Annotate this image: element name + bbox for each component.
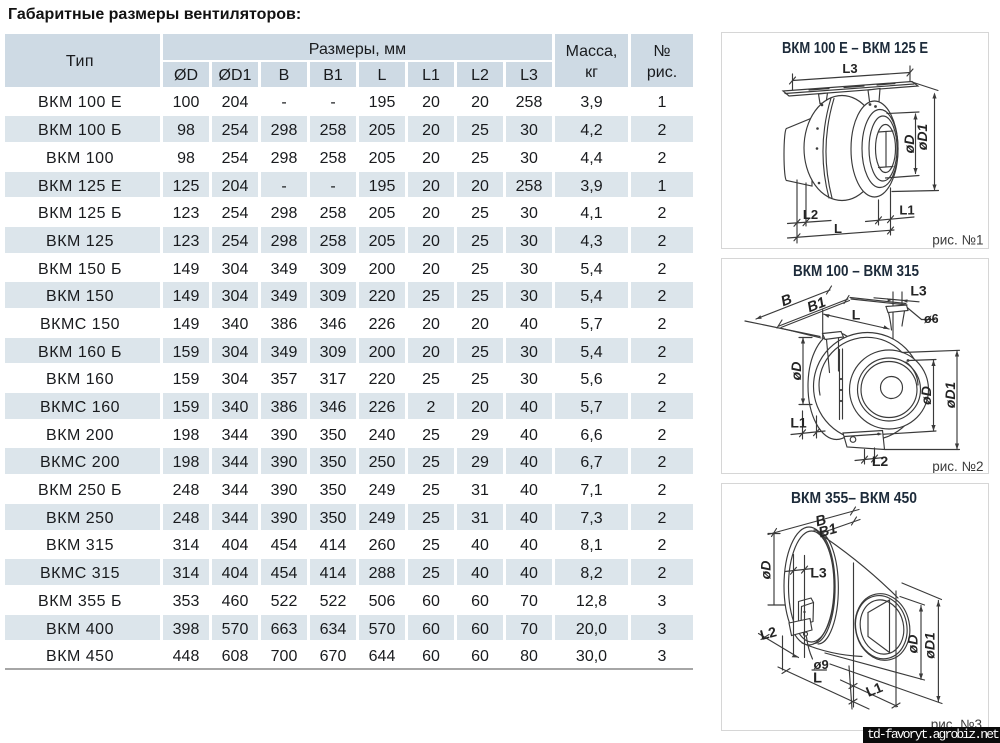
svg-text:øD1: øD1 — [922, 632, 938, 659]
svg-text:B: B — [814, 512, 828, 530]
svg-text:L3: L3 — [842, 61, 857, 76]
svg-text:B1: B1 — [805, 294, 828, 316]
svg-text:рис. №3: рис. №3 — [931, 717, 982, 730]
svg-text:L3: L3 — [810, 565, 827, 581]
svg-text:øD: øD — [918, 386, 934, 405]
svg-text:øD1: øD1 — [942, 382, 958, 409]
svg-text:L2: L2 — [803, 207, 818, 222]
svg-text:ВКМ 355– ВКМ 450: ВКМ 355– ВКМ 450 — [791, 490, 917, 507]
svg-text:рис. №2: рис. №2 — [932, 459, 983, 473]
svg-text:B1: B1 — [817, 521, 839, 541]
svg-text:øD: øD — [905, 635, 921, 654]
svg-text:L1: L1 — [864, 679, 885, 700]
svg-text:L3: L3 — [910, 283, 927, 299]
svg-text:B: B — [779, 291, 795, 310]
svg-text:øD: øD — [758, 561, 774, 580]
svg-text:L1: L1 — [899, 203, 914, 218]
svg-text:ø9: ø9 — [814, 657, 829, 672]
svg-text:ø6: ø6 — [924, 312, 939, 326]
svg-text:L1: L1 — [790, 415, 807, 431]
svg-text:ВКМ 100 – ВКМ 315: ВКМ 100 – ВКМ 315 — [793, 263, 919, 280]
svg-text:øD1: øD1 — [914, 124, 930, 151]
svg-text:L2: L2 — [758, 623, 778, 643]
svg-text:L: L — [834, 221, 842, 236]
svg-text:L2: L2 — [872, 453, 889, 469]
svg-text:L: L — [813, 671, 822, 687]
svg-text:ВКМ 100 Е – ВКМ 125 Е: ВКМ 100 Е – ВКМ 125 Е — [782, 40, 928, 57]
svg-text:øD: øD — [901, 135, 917, 154]
svg-text:рис. №1: рис. №1 — [932, 233, 983, 248]
svg-text:øD: øD — [788, 362, 804, 381]
svg-text:L: L — [852, 307, 861, 323]
